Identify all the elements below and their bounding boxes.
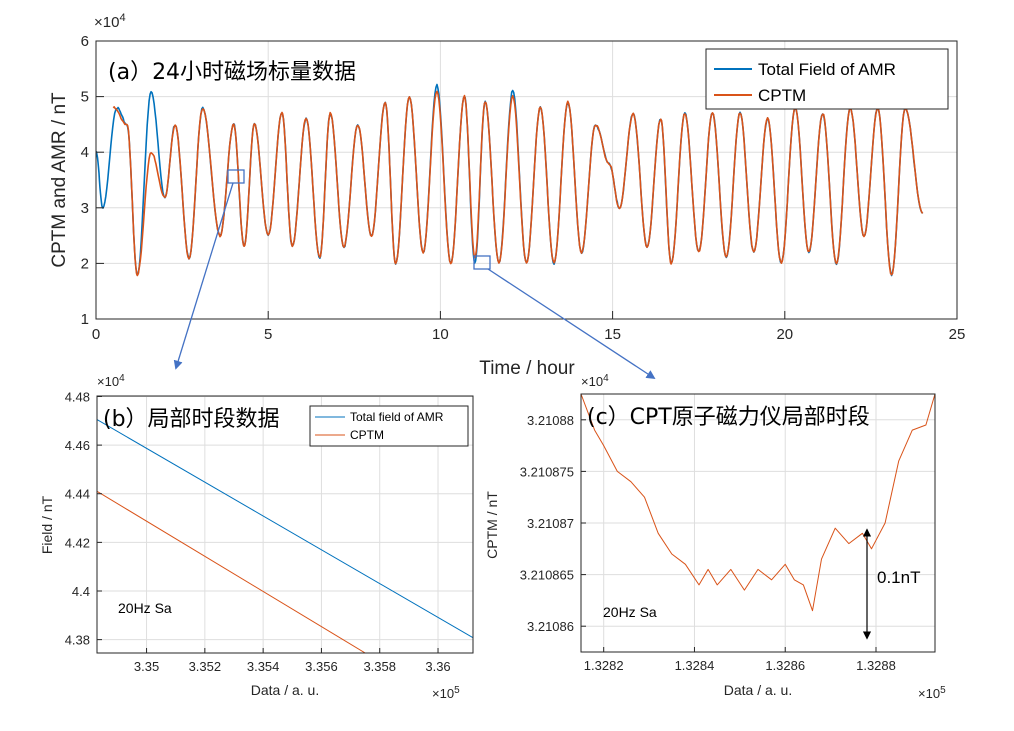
series-line-cptm-c <box>581 394 935 612</box>
legend-label-amr-b: Total field of AMR <box>350 410 444 424</box>
zoom-box-b <box>227 169 245 184</box>
legend-a: Total Field of AMR CPTM <box>705 48 949 110</box>
series-line-cptm-a <box>112 90 924 277</box>
y-exponent-c: ×104 <box>581 373 609 390</box>
plot-frame-a <box>95 40 958 320</box>
legend-label-cptm: CPTM <box>758 86 806 105</box>
ylabel-b: Field / nT <box>39 495 55 554</box>
xlabel-c: Data / a. u. <box>724 682 792 698</box>
y-tick-label-b: 4.46 <box>65 438 90 453</box>
plot-frame-c <box>580 393 936 653</box>
x-exponent-b: ×105 <box>432 685 460 702</box>
xlabel-b: Data / a. u. <box>251 682 319 698</box>
annotation-b: 20Hz Sa <box>118 600 172 616</box>
title-c: (c）CPT原子磁力仪局部时段 <box>587 405 870 430</box>
y-tick-label-b: 4.42 <box>65 535 90 550</box>
y-tick-label-a: 2 <box>81 255 89 272</box>
chart-a: 0 5 10 15 20 25 1 2 3 4 5 6 ×104 (a）24小时磁场标量数据 Time… <box>49 12 965 379</box>
legend-label-cptm-b: CPTM <box>350 428 384 442</box>
y-tick-label-c: 3.210865 <box>520 568 574 583</box>
y-tick-label-a: 6 <box>81 33 89 50</box>
zoom-arrow-b <box>173 182 234 370</box>
y-tick-label-a: 5 <box>81 89 89 106</box>
y-tick-label-b: 4.48 <box>65 389 90 404</box>
x-tick-label-a: 0 <box>92 326 100 343</box>
y-tick-label-a: 1 <box>81 311 89 328</box>
x-tick-label-a: 10 <box>432 326 449 343</box>
x-tick-label-a: 5 <box>264 326 272 343</box>
scale-bar-label: 0.1nT <box>877 568 920 587</box>
y-tick-label-b: 4.44 <box>65 487 90 502</box>
zoom-box-c <box>473 255 491 270</box>
plot-frame-b <box>96 395 474 654</box>
x-tick-label-b: 3.354 <box>247 659 280 674</box>
x-tick-label-b: 3.356 <box>305 659 338 674</box>
x-tick-label-a: 20 <box>776 326 793 343</box>
x-tick-label-b: 3.358 <box>363 659 396 674</box>
title-a: (a）24小时磁场标量数据 <box>108 60 356 85</box>
y-tick-label-a: 4 <box>81 144 89 161</box>
legend-b: Total field of AMR CPTM <box>309 405 469 447</box>
x-tick-label-b: 3.36 <box>425 659 450 674</box>
ylabel-c: CPTM / nT <box>484 491 500 559</box>
x-exponent-c: ×105 <box>918 685 946 702</box>
y-tick-label-c: 3.210875 <box>520 464 574 479</box>
xlabel-a: Time / hour <box>479 358 575 379</box>
x-tick-label-c: 1.3286 <box>765 658 805 673</box>
y-tick-label-b: 4.38 <box>65 633 90 648</box>
y-tick-label-a: 3 <box>81 200 89 217</box>
x-tick-label-b: 3.35 <box>134 659 159 674</box>
x-tick-label-b: 3.352 <box>189 659 222 674</box>
x-tick-label-c: 1.3284 <box>675 658 715 673</box>
x-tick-label-c: 1.3288 <box>856 658 896 673</box>
y-exponent-a: ×104 <box>94 12 126 31</box>
x-tick-label-c: 1.3282 <box>584 658 624 673</box>
legend-label-amr: Total Field of AMR <box>758 60 896 79</box>
y-tick-label-c: 3.21088 <box>527 413 574 428</box>
y-tick-label-c: 3.21087 <box>527 516 574 531</box>
y-exponent-b: ×104 <box>97 373 125 390</box>
x-tick-label-a: 15 <box>604 326 621 343</box>
title-b: (b）局部时段数据 <box>103 407 280 432</box>
y-tick-label-c: 3.21086 <box>527 619 574 634</box>
y-tick-label-b: 4.4 <box>72 584 90 599</box>
ylabel-a: CPTM and AMR / nT <box>49 92 70 268</box>
chart-c: 1.3282 1.3284 1.3286 1.3288 3.21086 3.210865 3… <box>484 373 946 702</box>
zoom-annotations <box>173 169 656 379</box>
annotation-c: 20Hz Sa <box>603 604 657 620</box>
series-line-total-field-of-amr-b <box>97 419 473 639</box>
chart-b: 3.35 3.352 3.354 3.356 3.358 3.36 4.38 4.4 4.42 4… <box>39 373 474 702</box>
zoom-arrow-c <box>487 268 656 379</box>
series-line-cptm-b <box>97 490 366 653</box>
x-tick-label-a: 25 <box>949 326 966 343</box>
